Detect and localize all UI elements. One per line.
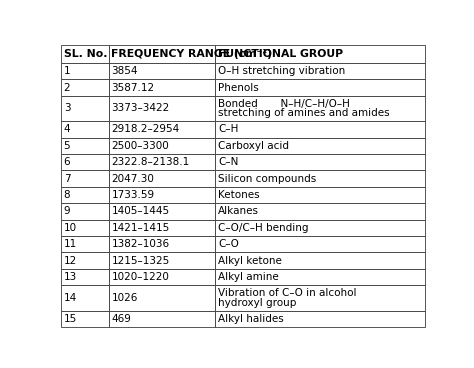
Text: 2322.8–2138.1: 2322.8–2138.1 [111, 157, 190, 167]
Text: C–H: C–H [218, 124, 238, 134]
Bar [61, 285, 109, 311]
Text: 8: 8 [64, 190, 70, 200]
Text: 1020–1220: 1020–1220 [111, 272, 169, 282]
Bar [109, 96, 215, 121]
Bar [215, 79, 425, 96]
Text: 1: 1 [64, 66, 70, 76]
Bar [215, 285, 425, 311]
Bar [109, 154, 215, 170]
Text: 3373–3422: 3373–3422 [111, 103, 170, 113]
Text: 2918.2–2954: 2918.2–2954 [111, 124, 180, 134]
Bar [61, 138, 109, 154]
Text: C–N: C–N [218, 157, 238, 167]
Bar [215, 121, 425, 138]
Text: 1026: 1026 [111, 293, 138, 303]
Text: 2: 2 [64, 83, 70, 93]
Bar [109, 187, 215, 203]
Bar [215, 236, 425, 252]
Bar [109, 252, 215, 269]
Text: Alkyl ketone: Alkyl ketone [218, 256, 282, 266]
Text: O–H stretching vibration: O–H stretching vibration [218, 66, 345, 76]
Text: 12: 12 [64, 256, 77, 266]
Bar [61, 269, 109, 285]
Text: 9: 9 [64, 206, 70, 216]
Text: 469: 469 [111, 314, 131, 324]
Bar [215, 252, 425, 269]
Bar [61, 79, 109, 96]
Text: Phenols: Phenols [218, 83, 259, 93]
Text: 5: 5 [64, 141, 70, 151]
Bar [215, 269, 425, 285]
Bar [215, 154, 425, 170]
Text: 4: 4 [64, 124, 70, 134]
Text: 3587.12: 3587.12 [111, 83, 155, 93]
Text: 3854: 3854 [111, 66, 138, 76]
Text: SL. No.: SL. No. [64, 49, 107, 59]
Bar [109, 121, 215, 138]
Text: Bonded       N–H/C–H/O–H: Bonded N–H/C–H/O–H [218, 99, 350, 109]
Bar [215, 203, 425, 220]
Bar [215, 187, 425, 203]
Text: Carboxyl acid: Carboxyl acid [218, 141, 289, 151]
Bar [215, 45, 425, 63]
Bar [61, 170, 109, 187]
Bar [109, 79, 215, 96]
Text: 7: 7 [64, 174, 70, 184]
Text: Vibration of C–O in alcohol: Vibration of C–O in alcohol [218, 288, 356, 298]
Bar [109, 269, 215, 285]
Text: 1733.59: 1733.59 [111, 190, 155, 200]
Bar [215, 220, 425, 236]
Bar [61, 96, 109, 121]
Text: 15: 15 [64, 314, 77, 324]
Bar [109, 236, 215, 252]
Text: 6: 6 [64, 157, 70, 167]
Bar [109, 138, 215, 154]
Text: stretching of amines and amides: stretching of amines and amides [218, 108, 390, 118]
Text: Alkyl halides: Alkyl halides [218, 314, 284, 324]
Text: 14: 14 [64, 293, 77, 303]
Text: 10: 10 [64, 223, 77, 233]
Bar [61, 63, 109, 79]
Bar [109, 203, 215, 220]
Text: FUNCTIONAL GROUP: FUNCTIONAL GROUP [218, 49, 343, 59]
Text: 1382–1036: 1382–1036 [111, 239, 170, 249]
Bar [215, 170, 425, 187]
Text: 3: 3 [64, 103, 70, 113]
Bar [61, 45, 109, 63]
Bar [215, 63, 425, 79]
Bar [215, 96, 425, 121]
Bar [61, 121, 109, 138]
Bar [109, 45, 215, 63]
Text: 1405–1445: 1405–1445 [111, 206, 170, 216]
Bar [215, 138, 425, 154]
Bar [61, 220, 109, 236]
Bar [215, 311, 425, 327]
Bar [109, 285, 215, 311]
Text: 1421–1415: 1421–1415 [111, 223, 170, 233]
Text: 2500–3300: 2500–3300 [111, 141, 169, 151]
Bar [109, 63, 215, 79]
Text: C–O/C–H bending: C–O/C–H bending [218, 223, 309, 233]
Text: C–O: C–O [218, 239, 239, 249]
Text: hydroxyl group: hydroxyl group [218, 298, 296, 308]
Text: Alkanes: Alkanes [218, 206, 259, 216]
Text: Ketones: Ketones [218, 190, 260, 200]
Bar [61, 252, 109, 269]
Bar [61, 187, 109, 203]
Bar [109, 220, 215, 236]
Bar [109, 170, 215, 187]
Bar [109, 311, 215, 327]
Text: 13: 13 [64, 272, 77, 282]
Bar [61, 311, 109, 327]
Text: Alkyl amine: Alkyl amine [218, 272, 279, 282]
Text: 11: 11 [64, 239, 77, 249]
Text: 1215–1325: 1215–1325 [111, 256, 170, 266]
Text: 2047.30: 2047.30 [111, 174, 155, 184]
Text: FREQUENCY RANGE (cm⁻¹): FREQUENCY RANGE (cm⁻¹) [111, 49, 273, 59]
Bar [61, 236, 109, 252]
Text: Silicon compounds: Silicon compounds [218, 174, 316, 184]
Bar [61, 203, 109, 220]
Bar [61, 154, 109, 170]
